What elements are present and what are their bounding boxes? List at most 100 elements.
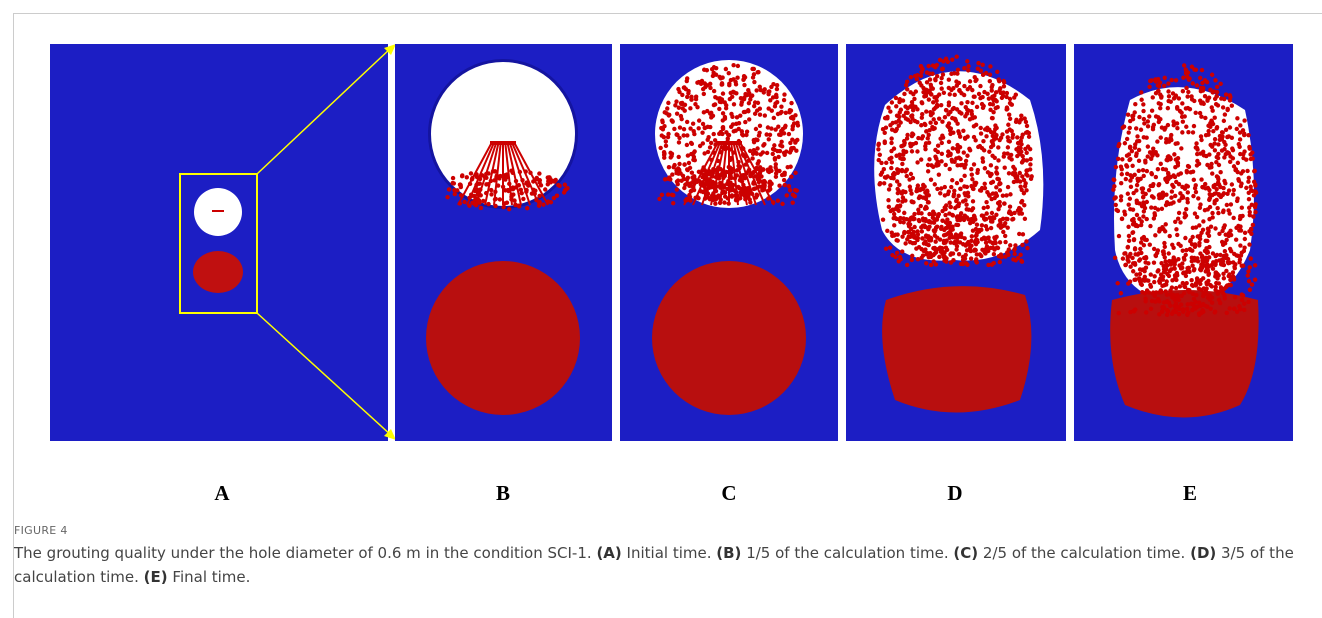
particle bbox=[1175, 105, 1179, 109]
particle bbox=[740, 100, 744, 104]
particle bbox=[668, 151, 672, 155]
particle bbox=[932, 126, 936, 130]
particle bbox=[1128, 119, 1132, 123]
particle bbox=[989, 172, 993, 176]
particle bbox=[1179, 294, 1183, 298]
particle bbox=[910, 254, 914, 258]
particle bbox=[718, 181, 722, 185]
particle bbox=[552, 196, 556, 200]
particle bbox=[511, 171, 515, 175]
particle bbox=[732, 102, 736, 106]
particle bbox=[691, 158, 695, 162]
particle bbox=[788, 188, 792, 192]
particle bbox=[1173, 194, 1177, 198]
particle bbox=[1201, 260, 1205, 264]
caption-text: 2/5 of the calculation time. bbox=[983, 544, 1185, 562]
particle bbox=[1228, 160, 1232, 164]
particle bbox=[911, 176, 915, 180]
particle bbox=[1184, 281, 1188, 285]
particle bbox=[1239, 184, 1243, 188]
particle bbox=[744, 133, 748, 137]
particle bbox=[524, 188, 528, 192]
particle bbox=[1230, 146, 1234, 150]
particle bbox=[992, 252, 996, 256]
particle bbox=[1135, 213, 1139, 217]
particle bbox=[1166, 106, 1170, 110]
particle bbox=[985, 236, 989, 240]
particle bbox=[1172, 152, 1176, 156]
particle bbox=[978, 144, 982, 148]
particle bbox=[1207, 245, 1211, 249]
particle bbox=[980, 237, 984, 241]
particle bbox=[1206, 124, 1210, 128]
particle bbox=[758, 169, 762, 173]
particle bbox=[688, 126, 692, 130]
particle bbox=[727, 71, 731, 75]
particle bbox=[1025, 168, 1029, 172]
particle bbox=[1151, 95, 1155, 99]
particle bbox=[969, 256, 973, 260]
particle bbox=[887, 187, 891, 191]
particle bbox=[902, 211, 906, 215]
particle bbox=[1210, 284, 1214, 288]
particle bbox=[1214, 126, 1218, 130]
particle bbox=[989, 163, 993, 167]
particle bbox=[1173, 142, 1177, 146]
particle bbox=[1215, 85, 1219, 89]
particle bbox=[988, 215, 992, 219]
particle bbox=[1122, 124, 1126, 128]
particle bbox=[530, 191, 534, 195]
particle bbox=[1137, 159, 1141, 163]
particle bbox=[1150, 109, 1154, 113]
particle bbox=[728, 169, 732, 173]
particle bbox=[687, 161, 691, 165]
particle bbox=[891, 176, 895, 180]
particle bbox=[688, 106, 692, 110]
particle bbox=[1151, 291, 1155, 295]
particle bbox=[1194, 293, 1198, 297]
particle bbox=[1023, 147, 1027, 151]
particle bbox=[1023, 217, 1027, 221]
particle bbox=[785, 193, 789, 197]
particle bbox=[1207, 188, 1211, 192]
particle bbox=[966, 68, 970, 72]
particle bbox=[771, 152, 775, 156]
particle bbox=[919, 211, 923, 215]
particle bbox=[910, 200, 914, 204]
particle bbox=[731, 90, 735, 94]
particle bbox=[924, 91, 928, 95]
particle bbox=[1189, 302, 1193, 306]
particle bbox=[1241, 156, 1245, 160]
particle bbox=[1133, 102, 1137, 106]
particle bbox=[1120, 217, 1124, 221]
particle bbox=[1190, 249, 1194, 253]
particle bbox=[881, 217, 885, 221]
particle bbox=[1247, 176, 1251, 180]
particle bbox=[694, 94, 698, 98]
particle bbox=[677, 106, 681, 110]
particle bbox=[1162, 127, 1166, 131]
particle bbox=[1198, 282, 1202, 286]
particle bbox=[1237, 228, 1241, 232]
particle bbox=[1210, 73, 1214, 77]
particle bbox=[1135, 199, 1139, 203]
particle bbox=[912, 225, 916, 229]
particle bbox=[884, 161, 888, 165]
particle bbox=[1150, 172, 1154, 176]
particle bbox=[1002, 201, 1006, 205]
particle bbox=[924, 235, 928, 239]
particle bbox=[1199, 304, 1203, 308]
particle bbox=[1209, 162, 1213, 166]
particle bbox=[938, 191, 942, 195]
particle bbox=[1114, 208, 1118, 212]
particle bbox=[934, 99, 938, 103]
page: A B C D E FIGURE 4 The grouting quality … bbox=[0, 0, 1322, 617]
particle bbox=[922, 241, 926, 245]
particle bbox=[959, 211, 963, 215]
particle bbox=[700, 130, 704, 134]
particle bbox=[1142, 269, 1146, 273]
particle bbox=[739, 192, 743, 196]
particle bbox=[752, 140, 756, 144]
particle bbox=[1147, 114, 1151, 118]
particle bbox=[1187, 165, 1191, 169]
